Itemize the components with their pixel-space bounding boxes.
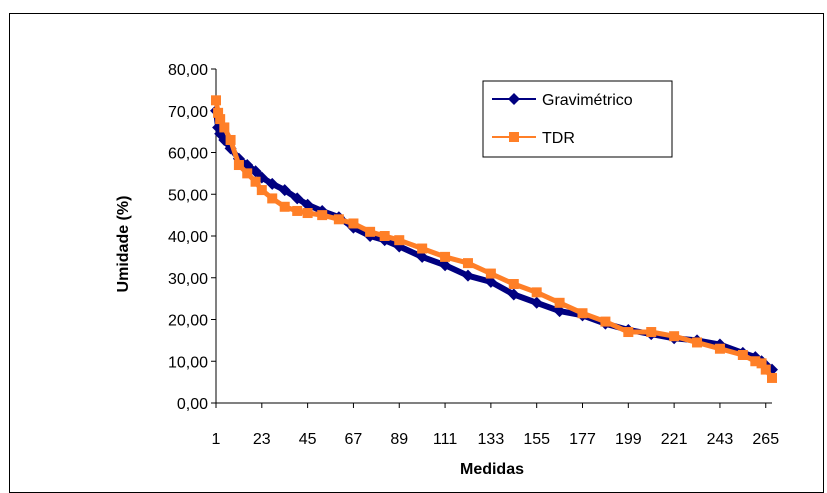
data-point-tdr (767, 372, 777, 383)
data-point-tdr (302, 208, 313, 219)
x-tick-label: 67 (345, 431, 363, 448)
legend-marker-gravimetrico (508, 93, 520, 105)
data-point-tdr (379, 231, 390, 241)
y-tick-label: 0,00 (177, 396, 208, 413)
x-tick-label: 199 (615, 431, 642, 448)
data-point-gravimetrico (249, 165, 262, 178)
x-tick-label: 89 (390, 431, 408, 448)
x-tick-label: 1 (212, 431, 221, 448)
data-point-gravimetrico (439, 259, 452, 272)
data-point-tdr (714, 343, 725, 354)
data-point-gravimetrico (484, 275, 497, 288)
data-point-tdr (669, 331, 680, 342)
data-point-tdr (233, 160, 244, 171)
data-point-tdr (394, 235, 405, 246)
data-point-gravimetrico (416, 250, 429, 263)
data-point-tdr (219, 122, 230, 133)
data-point-gravimetrico (461, 269, 474, 282)
x-axis-ticks: 1 23 45 67 89 111 133 155 177 199 221 243 265 (212, 403, 779, 448)
data-point-tdr (348, 218, 359, 229)
x-tick-label: 45 (299, 431, 317, 448)
y-tick-label: 60,00 (168, 146, 208, 163)
series-tdr (211, 95, 777, 383)
x-tick-label: 221 (661, 431, 688, 448)
data-point-tdr (485, 268, 496, 279)
x-tick-label: 155 (523, 431, 550, 448)
y-tick-label: 10,00 (168, 354, 208, 371)
data-point-tdr (317, 210, 328, 221)
legend-label-tdr: TDR (542, 130, 575, 147)
data-point-tdr (531, 287, 542, 298)
series-layer (210, 95, 778, 383)
y-tick-label: 40,00 (168, 229, 208, 246)
legend-marker-tdr (509, 132, 519, 142)
data-point-tdr (692, 337, 703, 348)
data-point-tdr (440, 251, 451, 262)
data-point-tdr (250, 176, 261, 187)
x-tick-label: 23 (253, 431, 271, 448)
data-point-tdr (508, 279, 519, 290)
data-point-gravimetrico (507, 288, 520, 301)
data-point-gravimetrico (266, 177, 279, 190)
data-point-tdr (225, 134, 236, 145)
data-point-tdr (462, 258, 473, 269)
data-point-tdr (213, 107, 224, 118)
data-point-tdr (292, 205, 303, 216)
y-axis-ticks: 0,00 10,00 20,00 30,00 40,00 50,00 60,00 70,00 8… (168, 62, 216, 413)
x-tick-label: 243 (707, 431, 734, 448)
data-point-tdr (646, 327, 657, 338)
x-tick-label: 133 (478, 431, 505, 448)
y-tick-label: 50,00 (168, 187, 208, 204)
data-point-tdr (365, 226, 376, 237)
data-point-gravimetrico (530, 296, 543, 309)
y-tick-label: 80,00 (168, 62, 208, 79)
x-tick-label: 265 (752, 431, 779, 448)
data-point-tdr (737, 349, 748, 360)
data-point-tdr (256, 185, 267, 196)
legend: Gravimétrico TDR (482, 80, 673, 158)
data-point-tdr (554, 297, 565, 308)
x-tick-label: 177 (569, 431, 596, 448)
data-point-tdr (577, 308, 588, 319)
data-point-tdr (242, 168, 253, 179)
data-point-gravimetrico (553, 305, 566, 318)
y-tick-label: 30,00 (168, 271, 208, 288)
data-point-tdr (756, 358, 767, 369)
data-point-tdr (267, 193, 278, 204)
x-axis-title: Medidas (460, 461, 524, 478)
data-point-tdr (760, 364, 771, 375)
data-point-tdr (623, 327, 634, 338)
data-point-tdr (215, 114, 226, 125)
legend-label-gravimetrico: Gravimétrico (542, 92, 633, 109)
y-tick-label: 20,00 (168, 313, 208, 330)
data-point-tdr (279, 201, 290, 212)
x-tick-label: 111 (433, 431, 457, 448)
y-tick-label: 70,00 (168, 104, 208, 121)
data-point-gravimetrico (278, 184, 291, 197)
data-point-tdr (600, 316, 611, 327)
data-point-gravimetrico (291, 192, 304, 205)
data-point-tdr (417, 243, 428, 254)
data-point-tdr (750, 356, 761, 367)
data-point-gravimetrico (301, 198, 314, 211)
data-point-tdr (333, 214, 344, 225)
data-point-tdr (211, 95, 221, 106)
y-axis-title: Umidade (%) (115, 196, 132, 293)
